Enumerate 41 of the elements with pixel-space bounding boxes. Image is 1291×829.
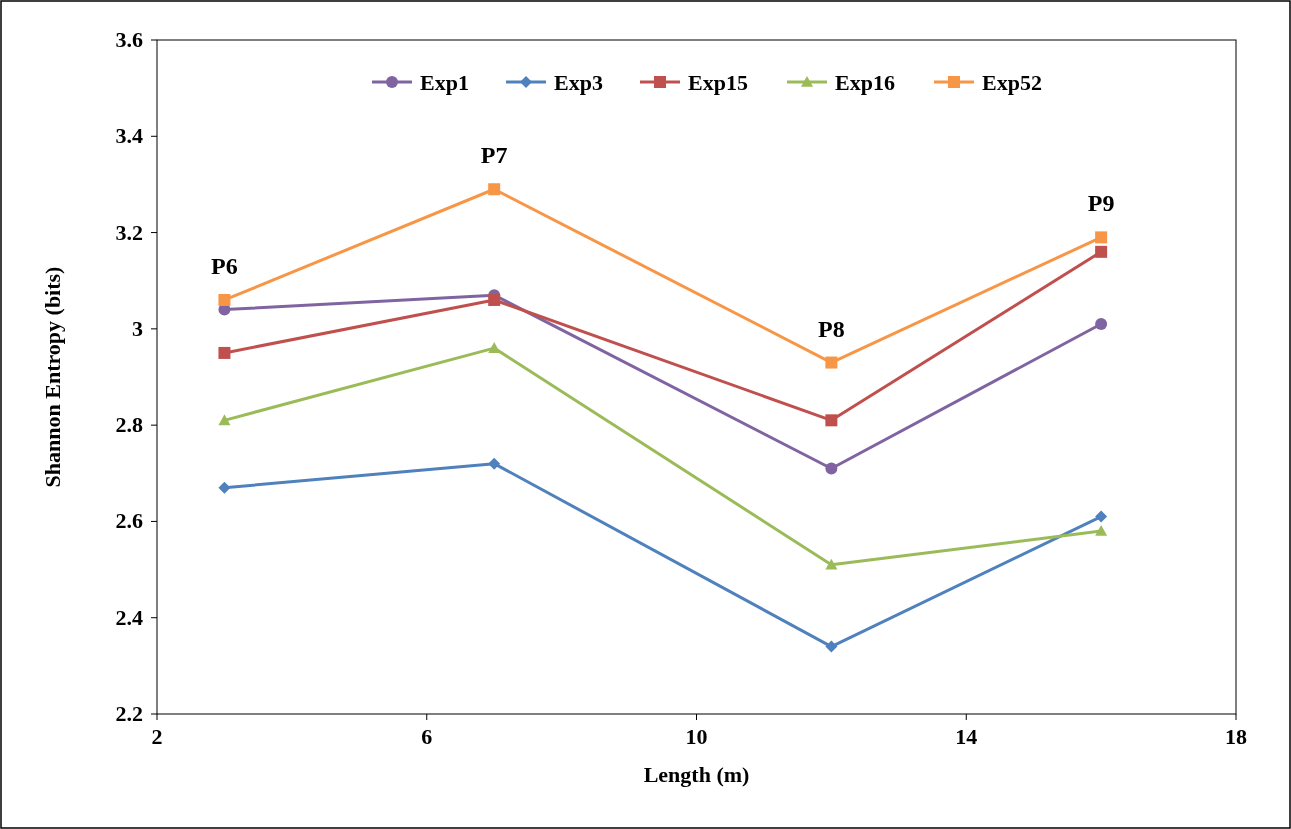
point [1095,231,1108,244]
legend-label: Exp3 [554,70,603,95]
annotation: P8 [818,315,845,342]
point [825,356,838,369]
x-tick-label: 10 [685,724,708,749]
point [1095,318,1108,331]
point [218,414,231,426]
point [1095,525,1108,536]
point [488,183,501,196]
point [218,346,231,359]
y-tick-label: 2.6 [115,508,143,534]
point [488,293,501,306]
legend-label: Exp1 [420,70,469,95]
annotation: P7 [480,142,508,169]
annotation: P9 [1087,190,1115,217]
y-tick-label: 3 [132,315,143,341]
point [1095,510,1108,523]
point [488,457,501,470]
legend-label: Exp16 [835,70,895,95]
y-tick-label: 2.8 [115,412,143,438]
y-tick-label: 3.2 [115,219,143,245]
y-tick-label: 3.4 [115,123,143,149]
y-axis-title: Shannon Entropy (bits) [40,266,65,488]
point [218,481,231,494]
legend-label: Exp52 [982,70,1042,95]
y-tick-label: 3.6 [115,27,143,52]
x-tick-label: 18 [1225,724,1247,749]
y-tick-label: 2.2 [115,701,143,726]
point [825,414,838,427]
point [825,640,838,653]
point [825,462,838,475]
x-tick-label: 2 [151,724,163,749]
point [825,558,838,570]
x-tick-label: 14 [955,724,978,749]
annotation: P6 [211,252,238,279]
legend-label: Exp15 [688,70,748,95]
point [218,293,231,306]
x-tick-label: 6 [421,724,433,749]
y-tick-label: 2.4 [115,604,143,630]
x-axis-title: Length (m) [643,762,750,787]
point [1095,245,1108,258]
